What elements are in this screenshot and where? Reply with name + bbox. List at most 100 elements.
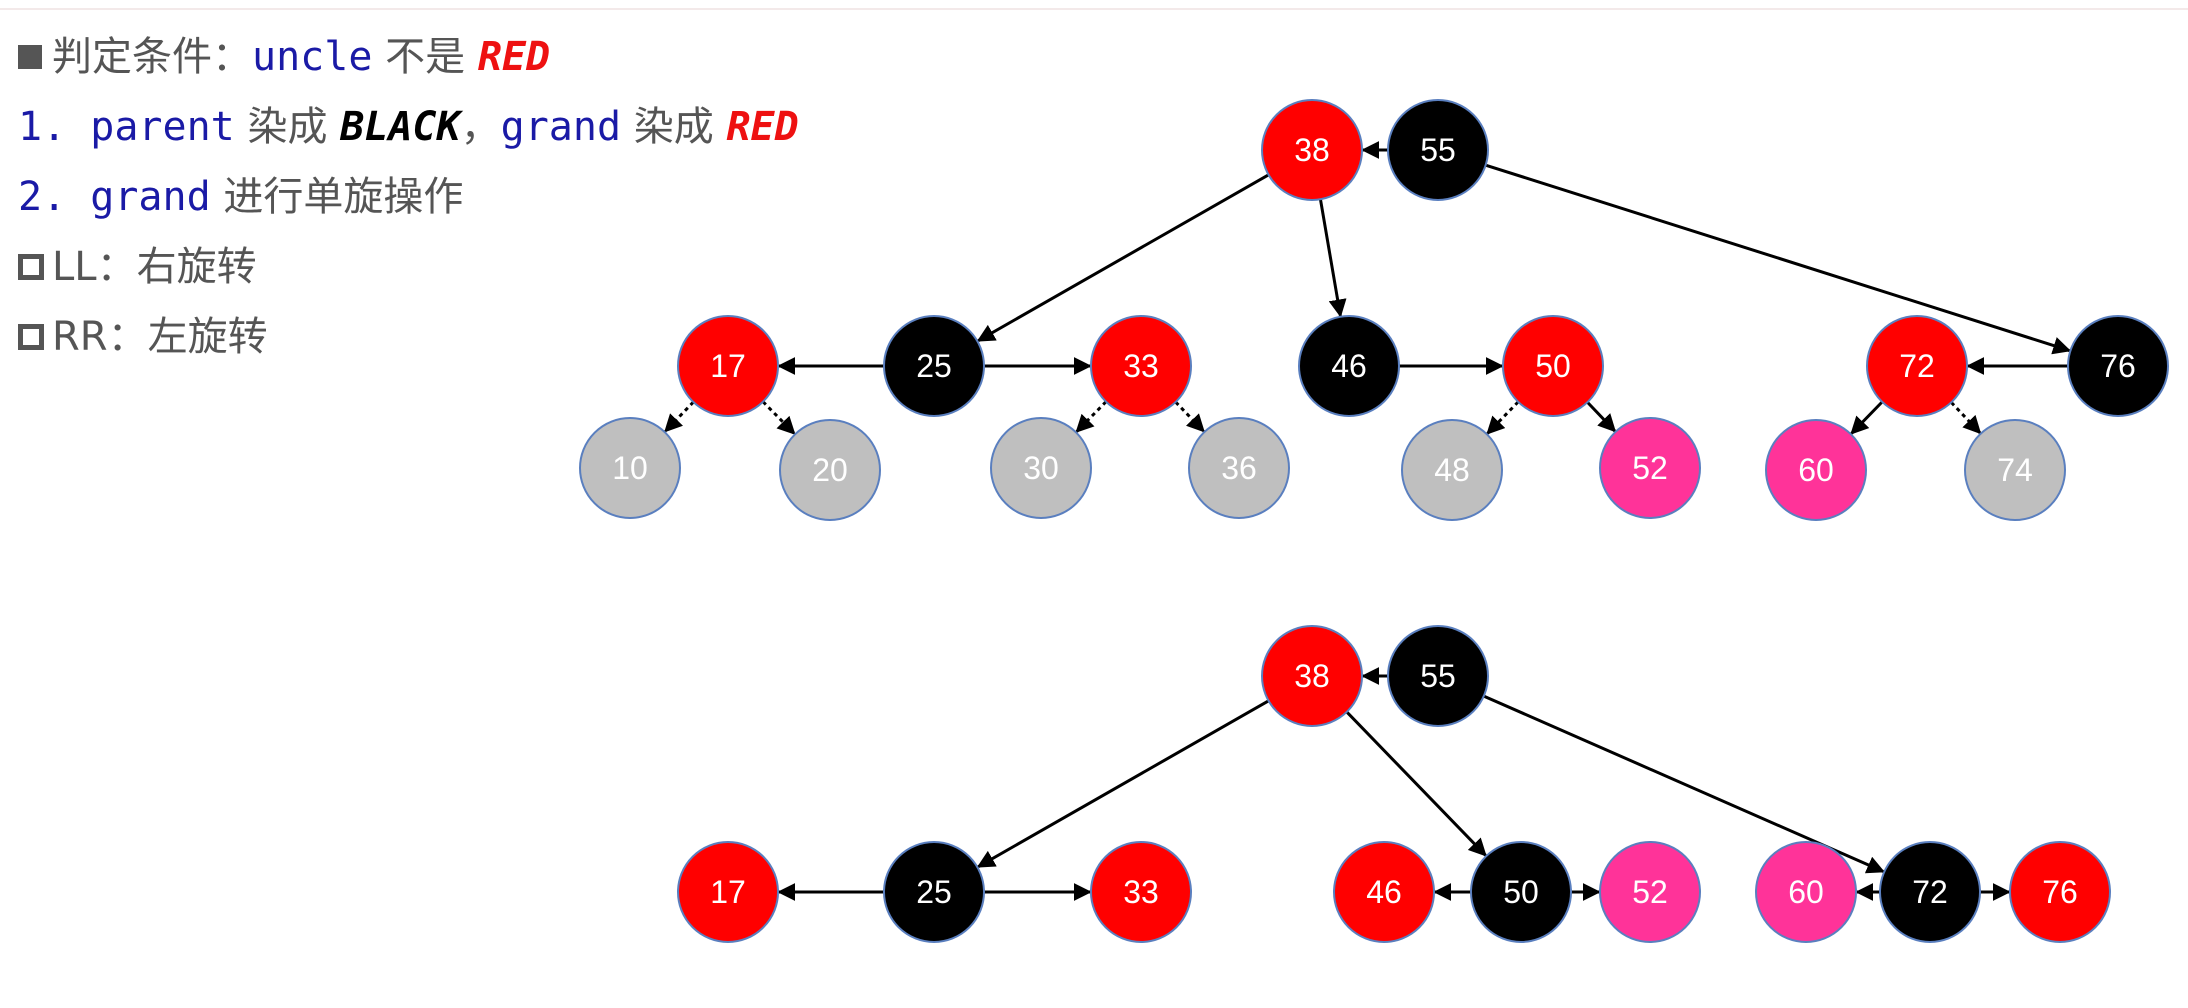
- node-circle-38: [1261, 99, 1363, 201]
- node-circle-52: [1599, 417, 1701, 519]
- node-label-46: 46: [1366, 874, 1402, 910]
- edge-17-to-20: [761, 400, 796, 435]
- node-circle-17: [677, 841, 779, 943]
- node-55: 55: [1387, 625, 1489, 727]
- node-label-52: 52: [1632, 874, 1668, 910]
- node-circle-52: [1599, 841, 1701, 943]
- node-36: 36: [1188, 417, 1290, 519]
- rule-text-block: 判定条件： uncle 不是 RED 1. parent 染成 BLACK ， …: [18, 22, 799, 372]
- node-label-30: 30: [1023, 450, 1059, 486]
- edge-50-to-48: [1486, 400, 1520, 435]
- node-circle-46: [1298, 315, 1400, 417]
- parent-code: parent: [90, 104, 235, 150]
- tree-after-rotation: 38 55 17 25 33 46 50 52 60 72 76: [677, 625, 2111, 943]
- edge-33-to-30: [1075, 400, 1108, 433]
- step-2-number: 2.: [18, 174, 91, 220]
- node-50: 50: [1470, 841, 1572, 943]
- node-circle-50: [1470, 841, 1572, 943]
- node-33: 33: [1090, 315, 1192, 417]
- node-25: 25: [883, 315, 985, 417]
- node-55: 55: [1387, 99, 1489, 201]
- node-label-36: 36: [1221, 450, 1257, 486]
- node-circle-30: [990, 417, 1092, 519]
- node-label-48: 48: [1434, 452, 1470, 488]
- step-1-separator: ，: [460, 104, 501, 150]
- uncle-code: uncle: [252, 34, 373, 80]
- step-1-number: 1.: [18, 104, 91, 150]
- node-48: 48: [1401, 419, 1503, 521]
- node-label-50: 50: [1535, 348, 1571, 384]
- grand-code-2: grand: [90, 174, 211, 220]
- red-keyword: RED: [477, 34, 551, 80]
- node-46: 46: [1298, 315, 1400, 417]
- edge-55-to-76: [1485, 163, 2072, 355]
- node-circle-55: [1387, 99, 1489, 201]
- edge-50-to-52: [1586, 401, 1617, 433]
- node-label-25: 25: [916, 348, 952, 384]
- node-label-76: 76: [2100, 348, 2136, 384]
- step-1-mid-2: 染成: [621, 104, 727, 150]
- top-divider: [0, 8, 2188, 10]
- node-circle-33: [1090, 315, 1192, 417]
- node-74: 74: [1964, 419, 2066, 521]
- node-label-76: 76: [2042, 874, 2078, 910]
- step-1-mid-1: 染成: [234, 104, 341, 150]
- node-label-17: 17: [710, 874, 746, 910]
- node-circle-46: [1333, 841, 1435, 943]
- node-label-55: 55: [1420, 658, 1456, 694]
- node-17: 17: [677, 841, 779, 943]
- rr-text: RR：左旋转: [52, 314, 268, 360]
- grand-code: grand: [500, 104, 622, 150]
- node-10: 10: [579, 417, 681, 519]
- node-label-10: 10: [612, 450, 648, 486]
- node-label-60: 60: [1798, 452, 1834, 488]
- ll-text: LL：右旋转: [52, 244, 257, 290]
- node-38: 38: [1261, 99, 1363, 201]
- node-76: 76: [2067, 315, 2169, 417]
- node-label-72: 72: [1899, 348, 1935, 384]
- node-60: 60: [1755, 841, 1857, 943]
- node-label-17: 17: [710, 348, 746, 384]
- condition-mid: 不是: [372, 34, 478, 80]
- edge-17-to-10: [664, 401, 695, 433]
- node-52: 52: [1599, 841, 1701, 943]
- node-circle-38: [1261, 625, 1363, 727]
- node-30: 30: [990, 417, 1092, 519]
- node-circle-50: [1502, 315, 1604, 417]
- node-38: 38: [1261, 625, 1363, 727]
- node-circle-33: [1090, 841, 1192, 943]
- hollow-square-bullet-icon: [18, 324, 44, 350]
- node-label-33: 33: [1123, 348, 1159, 384]
- node-label-33: 33: [1123, 874, 1159, 910]
- edge-72-to-74: [1950, 401, 1982, 435]
- node-label-72: 72: [1912, 874, 1948, 910]
- black-keyword: BLACK: [340, 104, 461, 150]
- node-circle-74: [1964, 419, 2066, 521]
- node-label-38: 38: [1294, 132, 1330, 168]
- node-circle-76: [2009, 841, 2111, 943]
- node-label-38: 38: [1294, 658, 1330, 694]
- node-circle-60: [1755, 841, 1857, 943]
- node-circle-48: [1401, 419, 1503, 521]
- node-label-50: 50: [1503, 874, 1539, 910]
- node-46: 46: [1333, 841, 1435, 943]
- node-label-60: 60: [1788, 874, 1824, 910]
- node-label-25: 25: [916, 874, 952, 910]
- tree-before-rotation: 38 55 17 25 33 46 50 72 76 10 20 30 36 48 52 60 74: [579, 99, 2169, 521]
- node-label-46: 46: [1331, 348, 1367, 384]
- hollow-square-bullet-icon: [18, 254, 44, 280]
- edge-38-to-25: [976, 173, 1270, 342]
- node-label-55: 55: [1420, 132, 1456, 168]
- node-circle-36: [1188, 417, 1290, 519]
- edge-38-to-46: [1318, 199, 1347, 318]
- rr-line: RR：左旋转: [18, 302, 799, 372]
- node-50: 50: [1502, 315, 1604, 417]
- step-2-line: 2. grand 进行单旋操作: [18, 162, 799, 232]
- edge-33-to-36: [1174, 401, 1205, 433]
- edge-72-to-60: [1850, 400, 1884, 435]
- node-circle-17: [677, 315, 779, 417]
- node-76: 76: [2009, 841, 2111, 943]
- condition-prefix: 判定条件：: [52, 34, 252, 80]
- step-2-rest: 进行单旋操作: [210, 174, 464, 220]
